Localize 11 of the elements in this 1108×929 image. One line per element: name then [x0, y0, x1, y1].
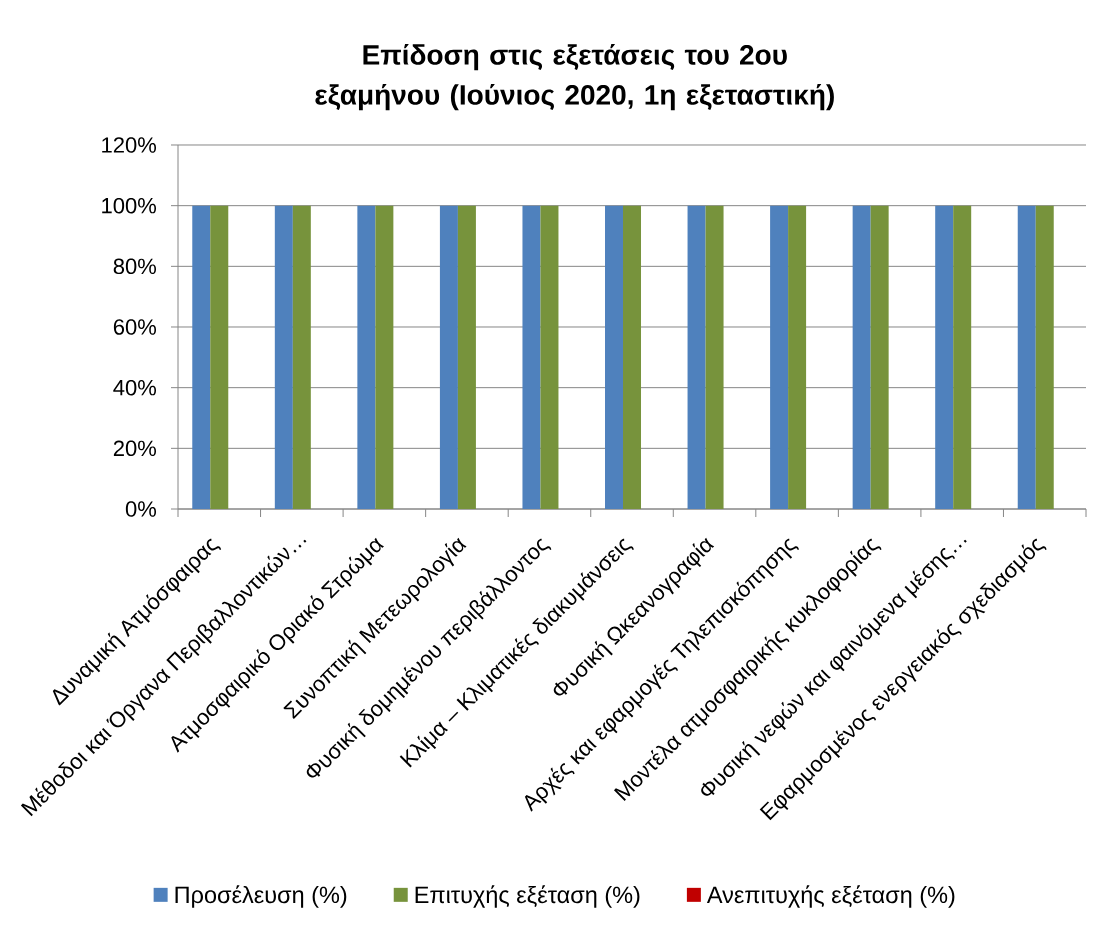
legend-label: Επιτυχής εξέταση (%)	[415, 885, 640, 908]
y-tick-label: 20%	[113, 440, 157, 457]
y-tick-label: 80%	[113, 258, 157, 275]
chart-title: Επίδοση στις εξετάσεις του 2ου εξαμήνου (Ιούνιος 2020, 1η εξεταστική)	[315, 43, 834, 111]
y-tick-label: 40%	[113, 379, 157, 396]
y-tick-label: 100%	[102, 197, 157, 214]
y-tick-label: 60%	[113, 319, 157, 335]
legend-label: Προσέλευση (%)	[175, 885, 347, 908]
y-tick-label: 120%	[102, 137, 157, 153]
legend-label: Ανεπιτυχής εξέταση (%)	[706, 885, 955, 908]
y-tick-label: 0%	[125, 501, 157, 517]
